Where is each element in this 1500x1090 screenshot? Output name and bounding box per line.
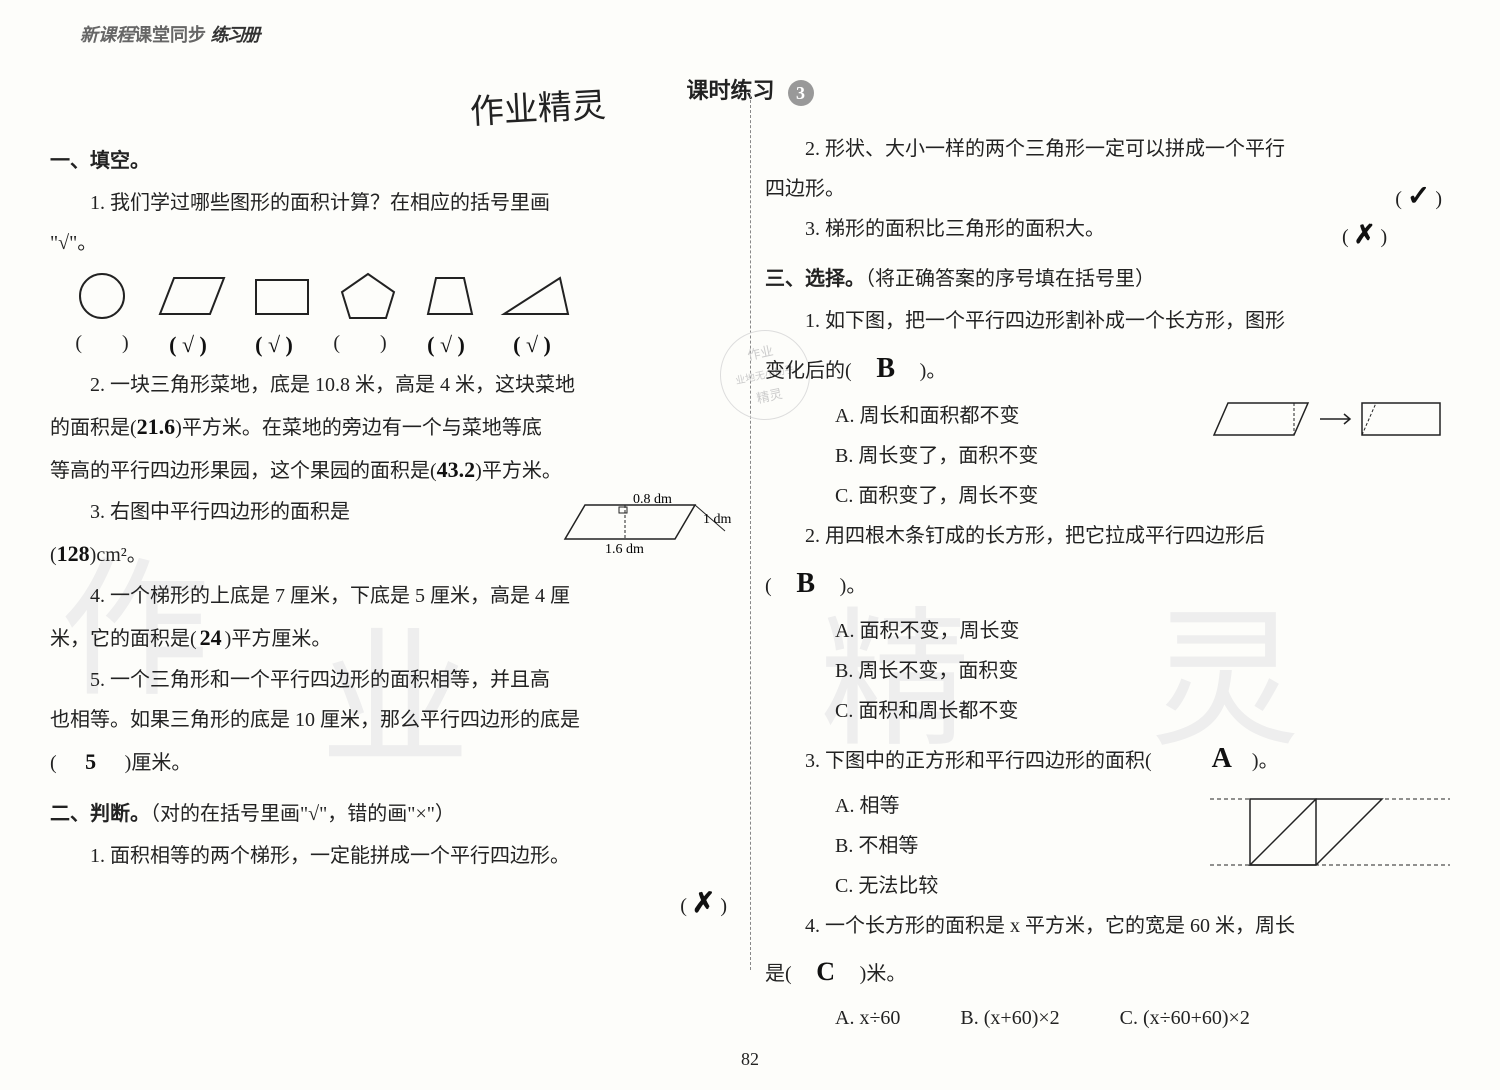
c4-opt-c: C. (x÷60+60)×2 xyxy=(1120,999,1250,1037)
choice-4-options: A. x÷60 B. (x+60)×2 C. (x÷60+60)×2 xyxy=(835,999,1450,1037)
check-6: ( √ ) xyxy=(500,324,564,366)
choice-1-options: A. 周长和面积都不变 B. 周长变了，面积不变 C. 面积变了，周长不变 xyxy=(835,397,1450,515)
lesson-number-badge: 3 xyxy=(788,80,814,106)
section-2-title: 二、判断。（对的在括号里画"√"，错的画"×"） xyxy=(50,795,735,833)
c1-opt-c: C. 面积变了，周长不变 xyxy=(835,477,1450,515)
choice-1-line2: 变化后的( B )。 xyxy=(765,342,1450,395)
section-3-title: 三、选择。（将正确答案的序号填在括号里） xyxy=(765,260,1450,298)
svg-text:1.6 dm: 1.6 dm xyxy=(605,542,644,553)
c2-opt-c: C. 面积和周长都不变 xyxy=(835,692,1450,730)
rectangle-icon xyxy=(250,270,314,322)
q3-line1: 3. 右图中平行四边形的面积是 0.8 dm 1 dm 1.6 dm xyxy=(50,493,735,531)
q4-line1: 4. 一个梯形的上底是 7 厘米，下底是 5 厘米，高是 4 厘 xyxy=(50,577,735,615)
judge-2-line2: 四边形。 ( ✓ ) xyxy=(765,170,1450,208)
q5-line3: ( 5 )厘米。 xyxy=(50,741,735,783)
judge-1: 1. 面积相等的两个梯形，一定能拼成一个平行四边形。 xyxy=(50,837,735,875)
choice-1-line1: 1. 如下图，把一个平行四边形割补成一个长方形，图形 xyxy=(765,302,1450,340)
choice-1-diagram xyxy=(1210,397,1450,456)
choice-2-line1: 2. 用四根木条钉成的长方形，把它拉成平行四边形后 xyxy=(765,517,1450,555)
q2-line3: 等高的平行四边形果园，这个果园的面积是(43.2)平方米。 xyxy=(50,449,735,491)
choice-2-options: A. 面积不变，周长变 B. 周长不变，面积变 C. 面积和周长都不变 xyxy=(835,612,1450,730)
section-1-title: 一、填空。 xyxy=(50,142,735,180)
column-divider xyxy=(750,90,751,970)
parallelogram-icon xyxy=(156,270,228,322)
c2-opt-a: A. 面积不变，周长变 xyxy=(835,612,1450,650)
choice-4-line1: 4. 一个长方形的面积是 x 平方米，它的宽是 60 米，周长 xyxy=(765,907,1450,945)
q5-line1: 5. 一个三角形和一个平行四边形的面积相等，并且高 xyxy=(50,661,735,699)
q2-line2: 的面积是(21.6)平方米。在菜地的旁边有一个与菜地等底 xyxy=(50,406,735,448)
choice-3-options: A. 相等 B. 不相等 C. 无法比较 xyxy=(835,787,1450,905)
left-column: 一、填空。 1. 我们学过哪些图形的面积计算？在相应的括号里画 "√"。 ( )… xyxy=(50,130,735,1037)
q2-line1: 2. 一块三角形菜地，底是 10.8 米，高是 4 米，这块菜地 xyxy=(50,366,735,404)
check-4: ( ) xyxy=(328,324,392,366)
c4-opt-b: B. (x+60)×2 xyxy=(960,999,1059,1037)
circle-icon xyxy=(70,270,134,322)
choice-2-line2: ( B )。 xyxy=(765,557,1450,610)
check-3: ( √ ) xyxy=(242,324,306,366)
shapes-row xyxy=(70,270,735,322)
choice-3-line1: 3. 下图中的正方形和平行四边形的面积( A )。 xyxy=(765,732,1450,785)
check-5: ( √ ) xyxy=(414,324,478,366)
svg-text:0.8 dm: 0.8 dm xyxy=(633,493,672,507)
checks-row: ( ) ( √ ) ( √ ) ( ) ( √ ) ( √ ) xyxy=(70,324,735,366)
q5-line2: 也相等。如果三角形的底是 10 厘米，那么平行四边形的底是 xyxy=(50,701,735,739)
q1-line1: 1. 我们学过哪些图形的面积计算？在相应的括号里画 xyxy=(50,184,735,222)
choice-4-line2: 是( C )米。 xyxy=(765,947,1450,996)
triangle-icon xyxy=(500,270,572,322)
lesson-title: 课时练习 xyxy=(686,70,774,112)
c2-opt-b: B. 周长不变，面积变 xyxy=(835,652,1450,690)
svg-text:1 dm: 1 dm xyxy=(703,512,732,527)
choice-3-diagram xyxy=(1210,787,1450,890)
pentagon-icon xyxy=(336,270,400,322)
q3-diagram: 0.8 dm 1 dm 1.6 dm xyxy=(515,493,735,566)
c4-opt-a: A. x÷60 xyxy=(835,999,900,1037)
book-header: 新课程课堂同步 练习册 xyxy=(80,18,259,52)
q4-line2: 米，它的面积是(24)平方厘米。 xyxy=(50,617,735,659)
check-2: ( √ ) xyxy=(156,324,220,366)
judge-3: 3. 梯形的面积比三角形的面积大。 ( ✗ ) xyxy=(765,210,1450,248)
right-column: 2. 形状、大小一样的两个三角形一定可以拼成一个平行 四边形。 ( ✓ ) 3.… xyxy=(765,130,1450,1037)
trapezoid-icon xyxy=(422,270,478,322)
judge-2-line1: 2. 形状、大小一样的两个三角形一定可以拼成一个平行 xyxy=(765,130,1450,168)
check-1: ( ) xyxy=(70,324,134,366)
q1-line2: "√"。 xyxy=(50,224,735,262)
page-number: 82 xyxy=(741,1042,759,1076)
